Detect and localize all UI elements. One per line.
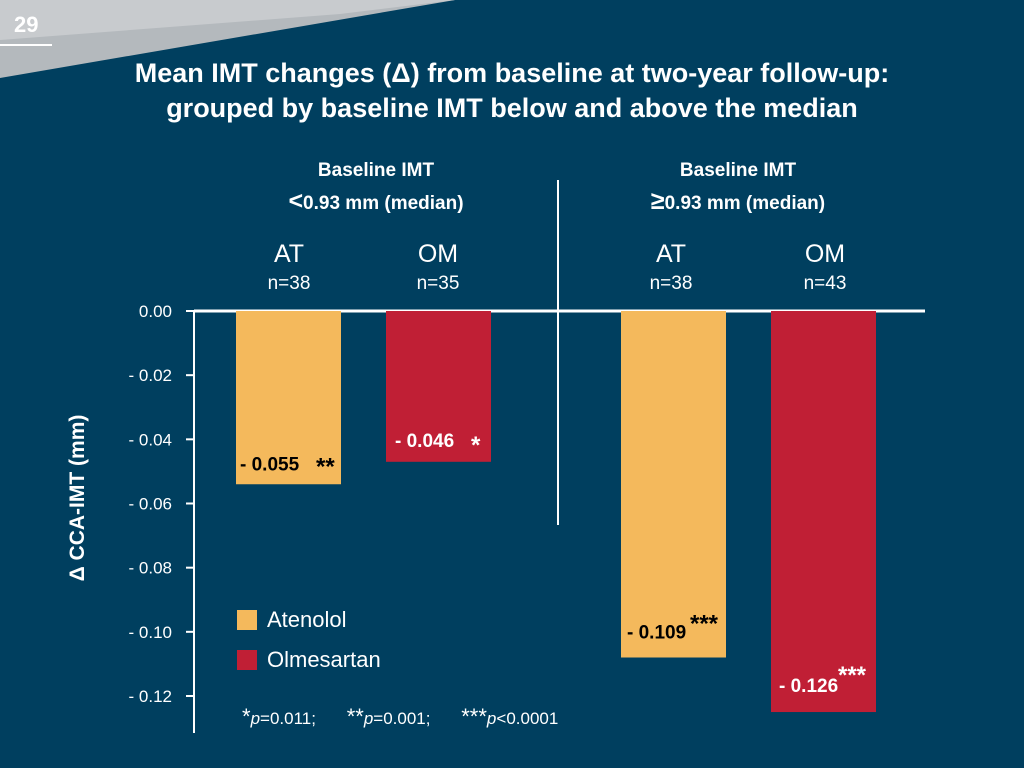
title-line-2: grouped by baseline IMT below and above … xyxy=(166,93,858,123)
bar-value-label: - 0.046 xyxy=(395,431,454,452)
y-tick-label: - 0.12 xyxy=(129,687,172,706)
bar-header-om-1: OM n=35 xyxy=(368,240,508,296)
legend-label: Atenolol xyxy=(267,607,347,632)
group-header-above-median: Baseline IMT ≥0.93 mm (median) xyxy=(588,155,888,219)
footnote-stars: *** xyxy=(461,704,487,729)
legend-swatch-olmesartan xyxy=(237,650,257,670)
y-tick-label: - 0.02 xyxy=(129,366,172,385)
footnote-item-3: ***p<0.0001 xyxy=(461,704,559,729)
bar-header-name: AT xyxy=(273,240,305,268)
less-than-symbol: < xyxy=(288,187,304,215)
bar-header-at-1: AT n=38 xyxy=(219,240,359,296)
group-header-line1: Baseline IMT xyxy=(679,160,797,181)
y-tick-label: - 0.08 xyxy=(129,559,172,578)
corner-band xyxy=(0,0,455,78)
footnote-p: p xyxy=(250,709,261,728)
footnote-stars: ** xyxy=(346,704,364,729)
significance-stars: *** xyxy=(838,662,867,689)
bar-header-n: n=38 xyxy=(649,273,693,294)
bar-header-name: OM xyxy=(804,240,846,268)
bar-header-n: n=38 xyxy=(267,273,311,294)
footnote-item-1: *p=0.011; xyxy=(242,704,316,729)
footnote-value: =0.001; xyxy=(373,709,431,728)
y-tick-label: - 0.06 xyxy=(129,495,172,514)
bar-header-at-2: AT n=38 xyxy=(601,240,741,296)
legend-label: Olmesartan xyxy=(267,647,381,672)
significance-footnote: *p=0.011; **p=0.001; ***p<0.0001 xyxy=(242,704,584,730)
bar-header-name: OM xyxy=(417,240,459,268)
group-header-threshold: 0.93 mm (median) xyxy=(303,193,464,214)
footnote-item-2: **p=0.001; xyxy=(347,704,431,729)
y-tick-label: - 0.10 xyxy=(129,623,172,642)
slide-number-underline xyxy=(0,44,52,46)
significance-stars: ** xyxy=(316,453,335,480)
footnote-value: <0.0001 xyxy=(496,709,559,728)
bar-atenolol-3 xyxy=(621,311,726,658)
group-header-line1: Baseline IMT xyxy=(317,160,435,181)
bar-value-label: - 0.055 xyxy=(240,454,300,475)
bar-header-n: n=35 xyxy=(416,273,460,294)
footnote-stars: * xyxy=(242,704,251,729)
bar-header-n: n=43 xyxy=(803,273,847,294)
bar-header-name: AT xyxy=(655,240,687,268)
bar-atenolol-1 xyxy=(236,311,341,485)
group-header-line2: ≥0.93 mm (median) xyxy=(588,186,888,219)
significance-stars: *** xyxy=(690,611,719,638)
y-tick-label: - 0.04 xyxy=(129,430,172,449)
footnote-p: p xyxy=(363,709,374,728)
bar-olmesartan-4 xyxy=(771,311,876,713)
slide-number: 29 xyxy=(14,12,39,37)
legend: Atenolol Olmesartan xyxy=(237,600,381,680)
group-header-below-median: Baseline IMT <0.93 mm (median) xyxy=(226,155,526,219)
title-line-1: Mean IMT changes (Δ) from baseline at tw… xyxy=(134,58,890,88)
bar-value-label: - 0.126 xyxy=(779,676,838,697)
bar-olmesartan-2 xyxy=(386,311,491,462)
legend-item-atenolol: Atenolol xyxy=(237,600,381,640)
y-tick-label: 0.00 xyxy=(139,302,172,321)
bar-value-label: - 0.109 xyxy=(627,623,686,644)
bar-header-om-2: OM n=43 xyxy=(755,240,895,296)
legend-swatch-atenolol xyxy=(237,610,257,630)
footnote-value: =0.011; xyxy=(260,709,316,728)
group-header-threshold: 0.93 mm (median) xyxy=(664,193,826,214)
legend-item-olmesartan: Olmesartan xyxy=(237,640,381,680)
footnote-p: p xyxy=(486,709,497,728)
greater-equal-symbol: ≥ xyxy=(650,187,665,215)
significance-stars: * xyxy=(471,432,481,459)
group-header-line2: <0.93 mm (median) xyxy=(226,186,526,219)
page-title: Mean IMT changes (Δ) from baseline at tw… xyxy=(0,56,1024,126)
